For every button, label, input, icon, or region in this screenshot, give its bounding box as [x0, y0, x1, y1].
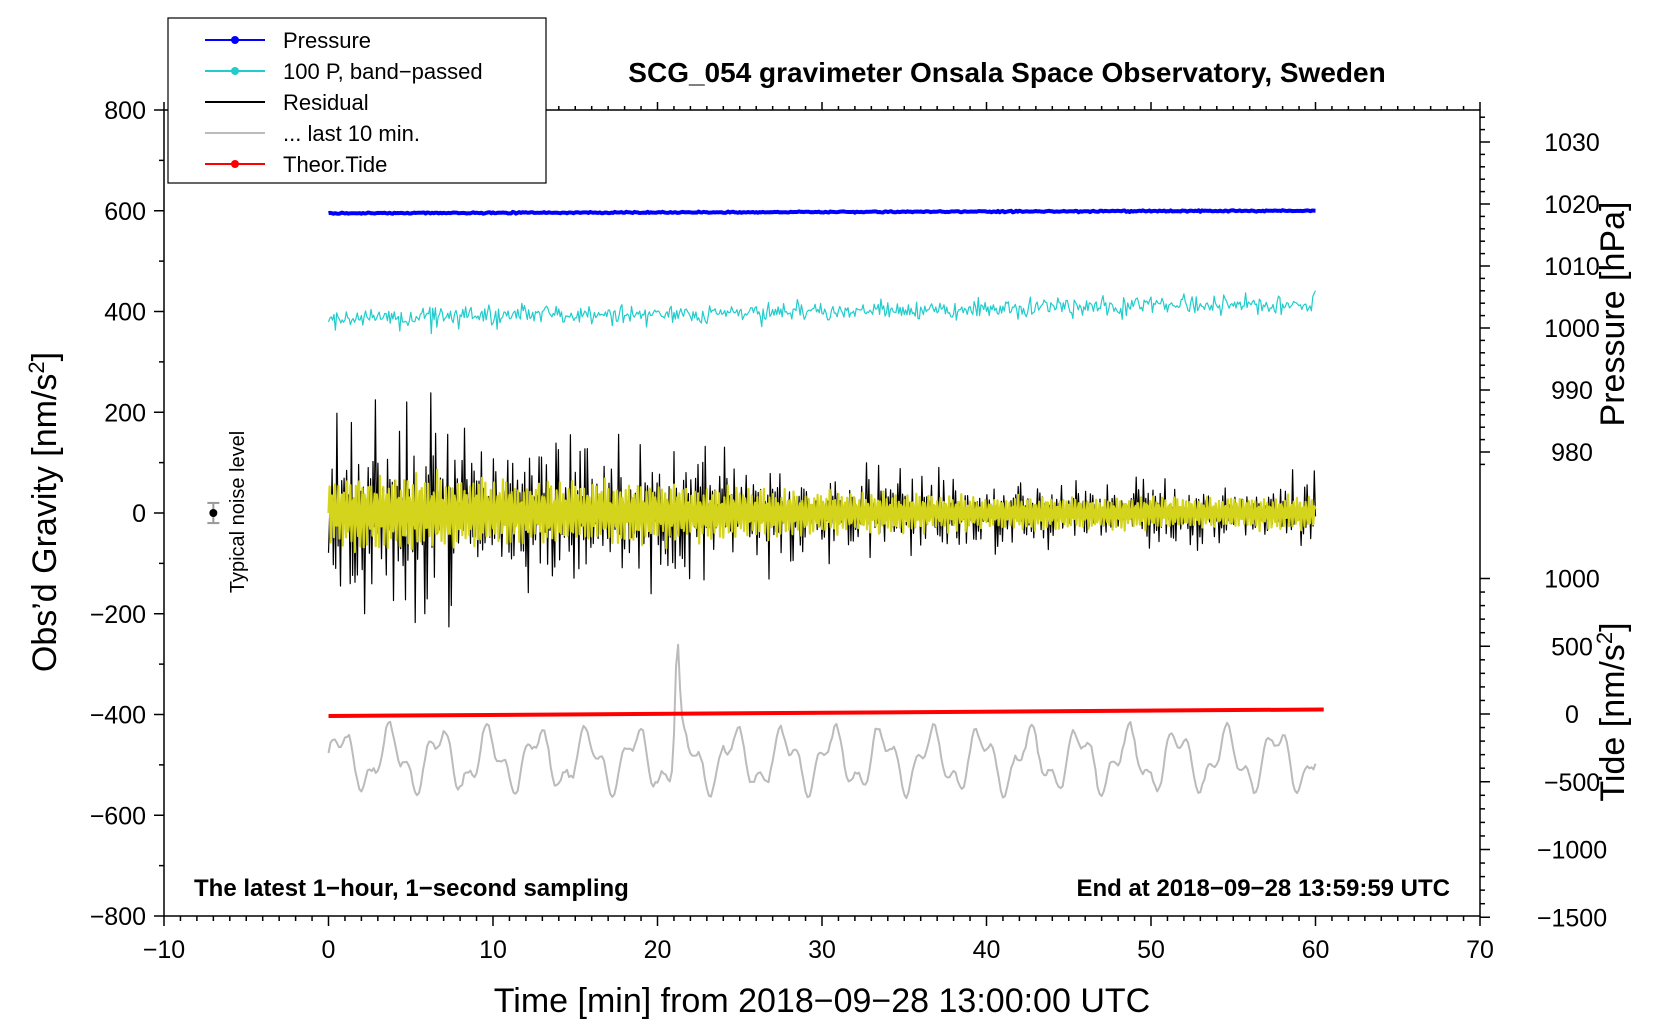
legend-label: 100 P, band−passed — [283, 59, 483, 84]
y-tick-label: −800 — [90, 903, 146, 931]
y-tick-label: 400 — [104, 299, 146, 327]
axis-ticks: −10 0 10 20 30 40 50 60 70−800−600−400−200020040… — [90, 97, 1607, 964]
tide-tick-label: −1000 — [1537, 837, 1607, 865]
pressure-tick-label: 1000 — [1544, 315, 1600, 343]
x-tick-label: −10 — [143, 936, 185, 964]
pressure-tick-label: 1030 — [1544, 129, 1600, 157]
pressure-tick-label: 990 — [1551, 377, 1593, 405]
tide-tick-label: 1000 — [1544, 566, 1600, 594]
y-tick-label: −200 — [90, 601, 146, 629]
y-tick-label: 0 — [132, 500, 146, 528]
tide-axis-label-close: ] — [1594, 622, 1632, 631]
x-tick-label: 70 — [1466, 936, 1494, 964]
pressure-tick-label: 980 — [1551, 439, 1593, 467]
pressure-tick-label: 1010 — [1544, 253, 1600, 281]
bandpassed-series-line — [327, 290, 1317, 335]
noise-level-label: Typical noise level — [227, 431, 249, 593]
x-tick-label: 50 — [1137, 936, 1165, 964]
y-axis-label-sup: 2 — [24, 361, 49, 373]
chart-title: SCG_054 gravimeter Onsala Space Observat… — [628, 57, 1385, 88]
residual-overlay-line — [327, 468, 1317, 554]
legend-entries: Pressure 100 P, band−passed Residual ... la… — [205, 28, 483, 177]
legend-label: ... last 10 min. — [283, 121, 420, 146]
end-time-note: End at 2018−09−28 13:59:59 UTC — [1076, 875, 1450, 902]
y-tick-label: 200 — [104, 399, 146, 427]
x-tick-label: 10 — [479, 936, 507, 964]
sampling-note: The latest 1−hour, 1−second sampling — [194, 875, 629, 902]
y-tick-label: −400 — [90, 702, 146, 730]
noise-level-point — [209, 509, 218, 517]
x-tick-label: 40 — [973, 936, 1001, 964]
y-axis-label-close: ] — [26, 352, 64, 361]
x-tick-label: 0 — [322, 936, 336, 964]
x-axis-label: Time [min] from 2018−09−28 13:00:00 UTC — [494, 982, 1150, 1020]
x-tick-label: 60 — [1302, 936, 1330, 964]
legend-label: Residual — [283, 90, 369, 115]
last-10-min-line — [327, 643, 1317, 800]
x-tick-label: 30 — [808, 936, 836, 964]
y-axis-label: Obs’d Gravity [nm/s2] — [24, 352, 64, 672]
pressure-series-line — [328, 208, 1316, 216]
tide-tick-label: −1500 — [1537, 904, 1607, 932]
tide-tick-label: 500 — [1551, 633, 1593, 661]
legend-label: Theor.Tide — [283, 152, 387, 177]
y-tick-label: 800 — [104, 97, 146, 125]
theor-tide-line — [328, 707, 1324, 719]
y-tick-label: −600 — [90, 802, 146, 830]
tide-axis-label-sup: 2 — [1592, 632, 1617, 644]
pressure-tick-label: 1020 — [1544, 191, 1600, 219]
tide-axis-label-main: Tide [nm/s — [1594, 644, 1632, 801]
legend-box — [167, 17, 547, 184]
y-axis-label-main: Obs’d Gravity [nm/s — [26, 374, 64, 673]
y-tick-label: 600 — [104, 198, 146, 226]
legend-marker — [231, 160, 239, 168]
pressure-axis-label: Pressure [hPa] — [1594, 202, 1632, 427]
legend-marker — [231, 36, 239, 44]
tide-axis-label: Tide [nm/s2] — [1592, 622, 1632, 801]
legend-label: Pressure — [283, 28, 371, 53]
x-tick-label: 20 — [644, 936, 672, 964]
tide-tick-label: 0 — [1565, 701, 1579, 729]
legend-marker — [231, 67, 239, 75]
legend: Pressure 100 P, band−passed Residual ... la… — [167, 17, 547, 184]
tide-tick-label: −500 — [1544, 769, 1600, 797]
series-layer — [207, 208, 1324, 800]
